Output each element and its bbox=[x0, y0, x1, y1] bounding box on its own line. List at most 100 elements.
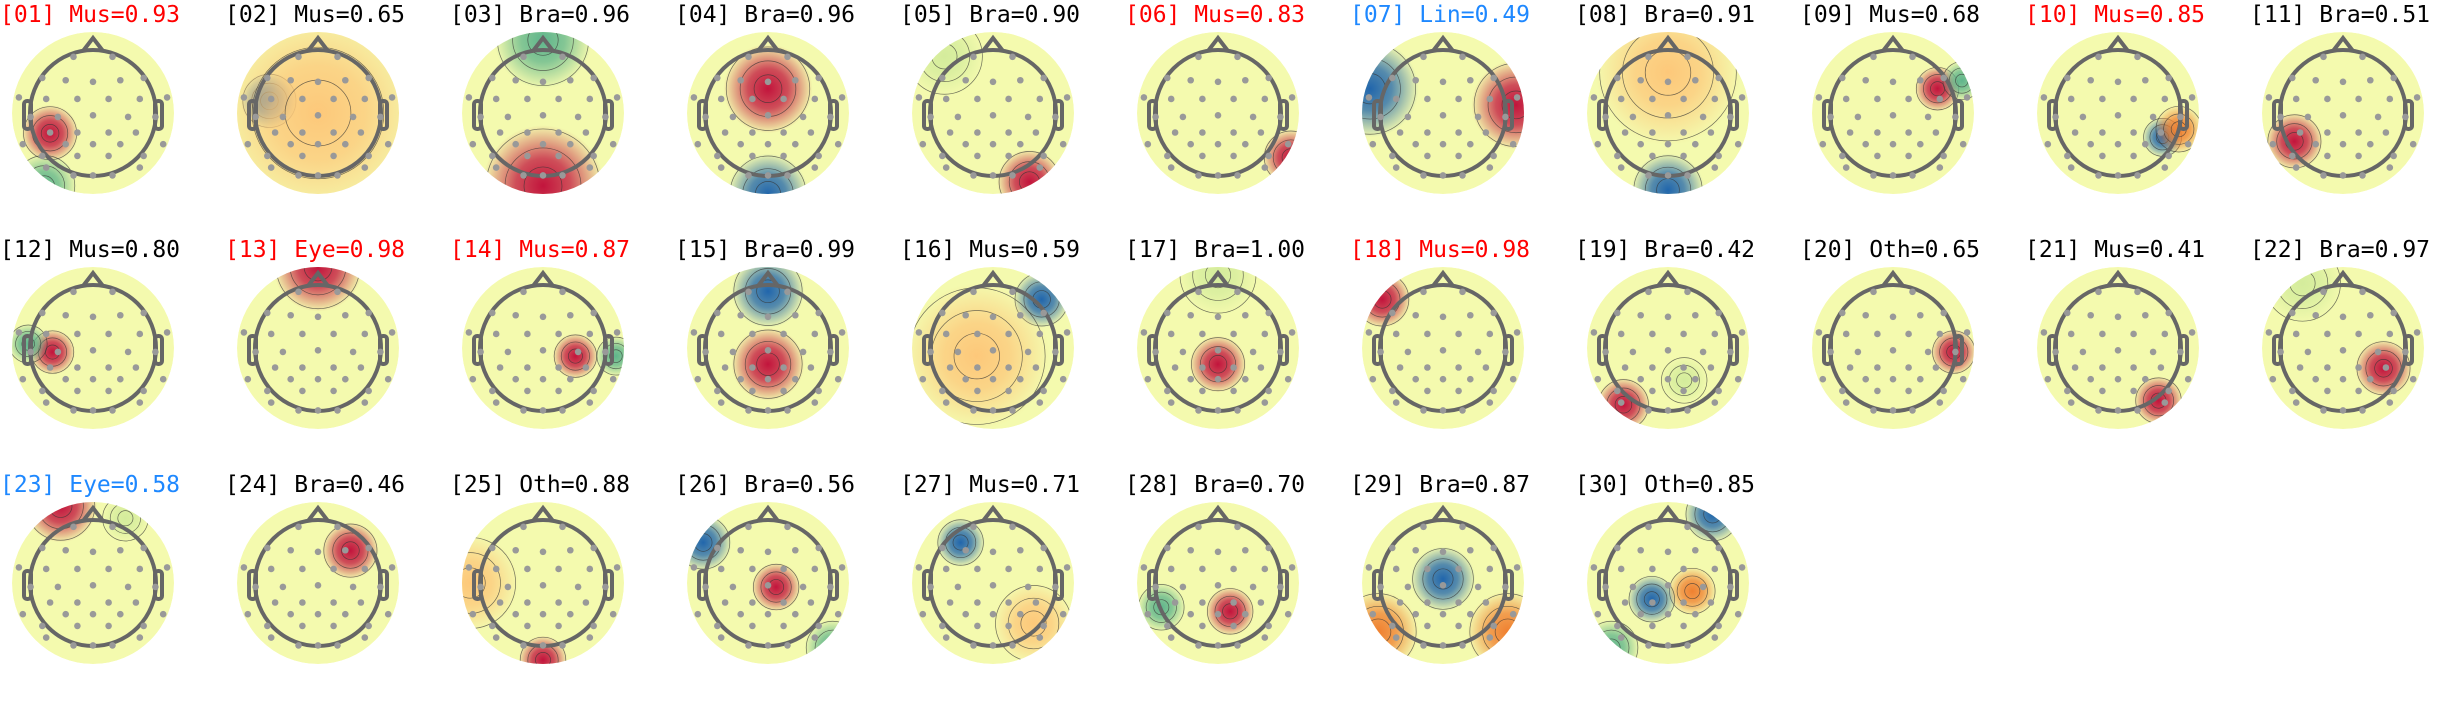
electrode bbox=[2130, 152, 2137, 160]
electrode bbox=[140, 152, 147, 160]
electrode bbox=[1009, 642, 1016, 649]
electrode bbox=[1842, 164, 1850, 171]
electrode bbox=[1889, 112, 1897, 119]
contour-line bbox=[823, 638, 843, 658]
electrode bbox=[42, 565, 50, 573]
electrode bbox=[136, 164, 144, 171]
electrode bbox=[252, 583, 259, 591]
electrode bbox=[1187, 546, 1194, 554]
topomap bbox=[462, 32, 624, 194]
electrode bbox=[1459, 642, 1466, 649]
electrode bbox=[314, 78, 322, 86]
electrode bbox=[2324, 364, 2331, 371]
electrode bbox=[1195, 288, 1202, 296]
electrode bbox=[1214, 582, 1222, 589]
electrode bbox=[1032, 599, 1040, 606]
electrode bbox=[939, 622, 946, 630]
electrode bbox=[764, 140, 772, 148]
electrode bbox=[465, 329, 473, 336]
electrode bbox=[267, 634, 275, 641]
electrode bbox=[27, 348, 34, 356]
electrode bbox=[1874, 129, 1881, 136]
electrode bbox=[539, 582, 547, 589]
electrode bbox=[737, 375, 744, 383]
contour-line bbox=[1676, 575, 1708, 607]
electrode bbox=[1905, 129, 1912, 136]
electrode bbox=[1917, 375, 1924, 383]
electrode bbox=[105, 152, 112, 160]
electrode bbox=[1917, 311, 1924, 319]
electrode bbox=[2161, 95, 2169, 103]
electrode bbox=[136, 330, 144, 338]
electrode bbox=[361, 330, 369, 338]
electrode bbox=[342, 610, 349, 618]
electrode bbox=[1486, 330, 1494, 338]
topomap bbox=[462, 502, 624, 664]
electrode bbox=[377, 113, 384, 121]
electrode bbox=[1261, 164, 1269, 171]
electrode bbox=[1711, 399, 1719, 406]
electrode bbox=[1870, 407, 1877, 414]
topomap-cell: [23] Eye=0.58 bbox=[0, 470, 225, 705]
activation-blob bbox=[751, 562, 801, 612]
electrode bbox=[2114, 140, 2122, 148]
electrode bbox=[1692, 311, 1699, 319]
electrode bbox=[1959, 375, 1967, 383]
electrode bbox=[1874, 387, 1881, 395]
electrode bbox=[2177, 113, 2184, 121]
electrode bbox=[1617, 95, 1625, 103]
electrode bbox=[2157, 364, 2165, 371]
electrode bbox=[330, 330, 337, 338]
electrode bbox=[2064, 387, 2071, 395]
electrode bbox=[2040, 329, 2048, 336]
electrode bbox=[1936, 330, 1944, 338]
electrode bbox=[1839, 309, 1846, 317]
electrode bbox=[1711, 95, 1719, 103]
electrode bbox=[2390, 74, 2397, 82]
electrode bbox=[1617, 565, 1625, 573]
electrode bbox=[1230, 129, 1237, 136]
activation-blob bbox=[731, 267, 805, 328]
electrode bbox=[1412, 311, 1419, 319]
electrode bbox=[1854, 113, 1862, 121]
electrode bbox=[962, 546, 969, 554]
electrode bbox=[1420, 172, 1427, 179]
electrode bbox=[287, 311, 294, 319]
electrode bbox=[1889, 347, 1897, 354]
electrode bbox=[1738, 329, 1746, 336]
component-label: [26] Bra=0.56 bbox=[675, 472, 856, 498]
topomap bbox=[1587, 32, 1749, 194]
electrode bbox=[1680, 152, 1687, 160]
contour-line bbox=[303, 267, 333, 282]
electrode bbox=[1637, 546, 1644, 554]
electrode bbox=[714, 309, 721, 317]
electrode bbox=[539, 407, 547, 414]
electrode bbox=[1680, 364, 1687, 371]
electrode bbox=[496, 364, 504, 371]
activation-blob bbox=[936, 518, 985, 567]
electrode bbox=[1144, 610, 1152, 618]
contour-line bbox=[1192, 267, 1244, 301]
contour-line bbox=[33, 175, 55, 194]
electrode bbox=[717, 565, 725, 573]
electrode bbox=[1645, 407, 1652, 414]
electrode bbox=[1424, 129, 1431, 136]
electrode bbox=[1684, 53, 1691, 61]
electrode bbox=[1617, 330, 1625, 338]
electrode bbox=[1164, 309, 1171, 317]
electrode bbox=[1199, 364, 1206, 371]
electrode bbox=[784, 523, 791, 531]
electrode bbox=[1164, 74, 1171, 82]
electrode bbox=[2099, 129, 2106, 136]
electrode bbox=[524, 330, 531, 338]
electrode bbox=[567, 76, 574, 84]
electrode bbox=[1889, 407, 1897, 414]
electrode bbox=[1936, 95, 1944, 103]
topomap-cell: [24] Bra=0.46 bbox=[225, 470, 450, 705]
electrode bbox=[465, 564, 473, 571]
electrode bbox=[330, 599, 337, 606]
electrode bbox=[334, 172, 341, 179]
electrode bbox=[2359, 53, 2366, 61]
electrode bbox=[1257, 599, 1265, 606]
electrode bbox=[815, 544, 822, 552]
